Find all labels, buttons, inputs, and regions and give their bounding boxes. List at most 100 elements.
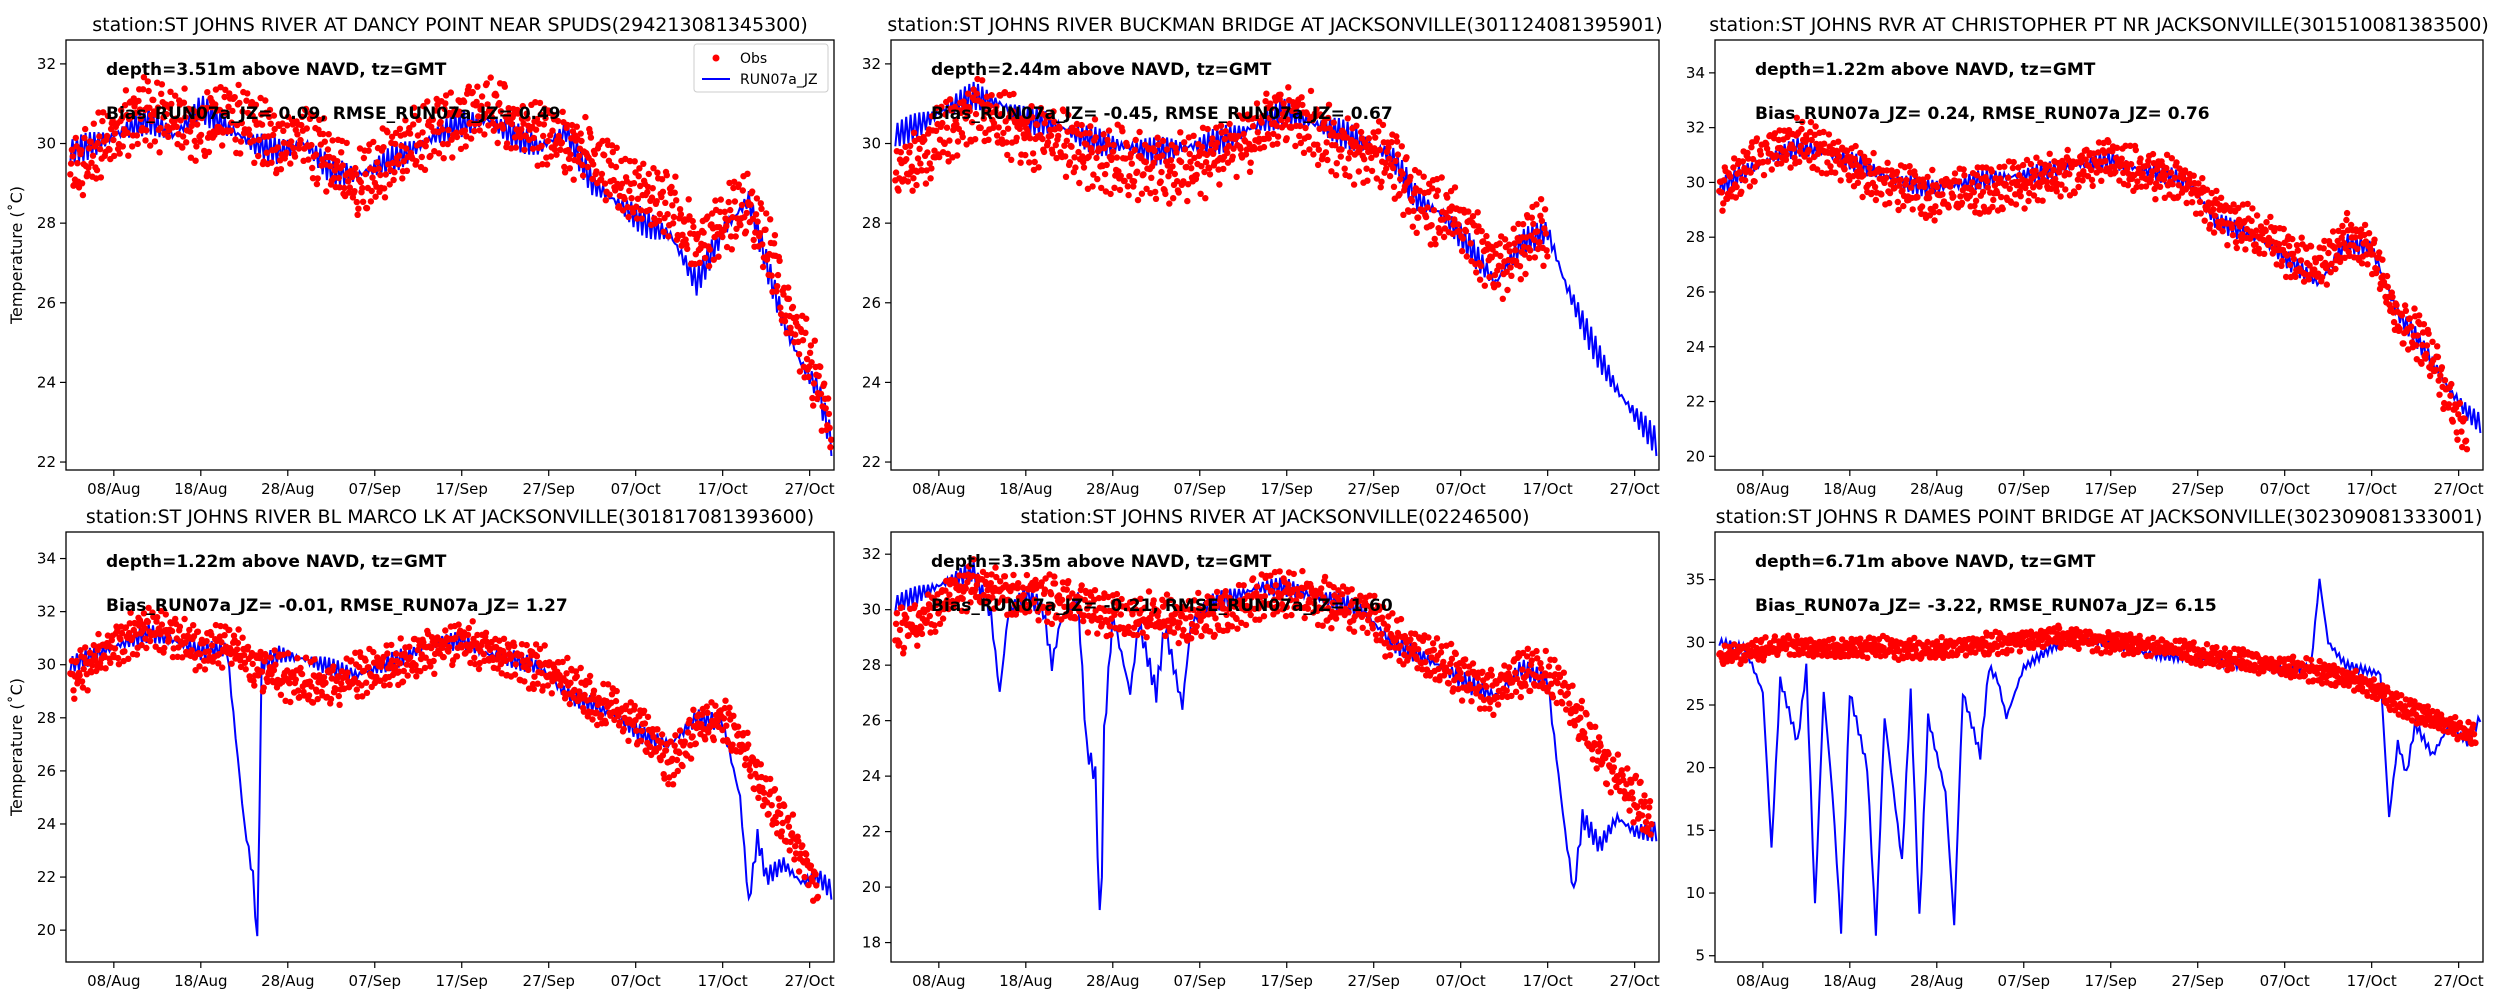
obs-point [1065, 578, 1072, 585]
obs-point [1210, 150, 1217, 157]
y-tick-label: 32 [1686, 119, 1705, 137]
obs-point [775, 795, 782, 802]
obs-point [277, 691, 285, 698]
obs-point [1528, 214, 1536, 221]
obs-point [1083, 605, 1091, 612]
obs-point [553, 151, 560, 158]
obs-point [2005, 158, 2013, 165]
obs-point [686, 213, 693, 220]
obs-point [1881, 179, 1888, 186]
obs-point [81, 134, 88, 142]
obs-point [1474, 674, 1481, 682]
obs-point [2436, 391, 2443, 398]
obs-point [2325, 249, 2332, 257]
obs-point [1062, 153, 1069, 160]
obs-point [129, 143, 136, 150]
obs-point [1437, 228, 1444, 235]
obs-point [1773, 152, 1780, 159]
obs-point [1872, 196, 1880, 204]
obs-point [126, 620, 133, 627]
obs-point [2213, 187, 2220, 195]
subplot-4: station:ST JOHNS RIVER BL MARCO LK AT JA… [7, 506, 835, 990]
obs-point [1035, 617, 1042, 624]
obs-point [76, 672, 83, 679]
obs-point [1543, 247, 1550, 254]
obs-point [646, 206, 653, 214]
obs-point [111, 130, 119, 137]
obs-point [2425, 330, 2432, 337]
obs-point [1736, 169, 1743, 176]
obs-point [795, 868, 803, 875]
obs-point [1297, 139, 1305, 147]
obs-point [1213, 603, 1220, 610]
obs-point [928, 113, 936, 120]
obs-point [967, 599, 974, 606]
obs-point [2169, 181, 2176, 188]
obs-point [314, 695, 321, 703]
obs-point [1945, 204, 1952, 211]
obs-point [262, 97, 269, 104]
obs-point [2320, 245, 2327, 252]
obs-point [1397, 642, 1404, 650]
obs-point [2058, 181, 2065, 188]
obs-point [1473, 228, 1481, 235]
obs-point [2323, 281, 2330, 288]
obs-point [2358, 260, 2366, 267]
obs-point [511, 671, 519, 678]
obs-point [1400, 211, 1407, 218]
obs-point [1929, 166, 1936, 174]
obs-point [270, 667, 278, 674]
obs-point [402, 117, 409, 124]
obs-point [2454, 436, 2461, 443]
obs-point [2462, 437, 2470, 444]
obs-point [118, 107, 125, 114]
obs-point [386, 181, 393, 188]
obs-point [1388, 139, 1395, 146]
obs-point [2449, 418, 2456, 425]
obs-point [749, 215, 757, 222]
obs-point [2249, 205, 2256, 212]
y-tick-label: 24 [1686, 338, 1705, 356]
obs-point [396, 660, 404, 667]
obs-point [2102, 157, 2109, 165]
obs-point [99, 117, 106, 125]
obs-point [370, 648, 377, 656]
obs-point [1318, 585, 1325, 592]
obs-point [799, 337, 807, 344]
obs-point [928, 165, 935, 172]
obs-point [1983, 177, 1991, 185]
obs-point [1169, 163, 1176, 170]
obs-point [102, 665, 109, 672]
obs-point [1162, 190, 1169, 198]
obs-point [1206, 171, 1214, 178]
obs-point [218, 639, 225, 646]
obs-point [684, 245, 691, 253]
obs-point [811, 337, 818, 344]
obs-point [532, 99, 539, 106]
obs-point [1522, 270, 1529, 278]
obs-point [1280, 100, 1287, 107]
axes-frame [65, 39, 835, 471]
obs-point [1170, 629, 1178, 636]
obs-point [2132, 146, 2139, 154]
obs-point [179, 144, 186, 151]
obs-point [1832, 169, 1839, 176]
obs-point [986, 102, 994, 110]
obs-point [521, 678, 528, 685]
obs-point [2261, 250, 2268, 257]
obs-point [1519, 666, 1526, 673]
obs-point [992, 564, 999, 571]
obs-point [77, 647, 84, 654]
obs-point [1090, 171, 1097, 178]
obs-point [2098, 177, 2105, 184]
obs-point [1634, 803, 1641, 810]
obs-point [1130, 178, 1138, 185]
obs-point [1361, 156, 1368, 163]
obs-point [809, 394, 816, 402]
x-tick-label: 08/Aug [87, 480, 140, 498]
obs-point [1177, 158, 1185, 166]
obs-point [1886, 189, 1894, 197]
depth-annotation: depth=1.22m above NAVD, tz=GMT [106, 552, 447, 572]
obs-point [670, 213, 678, 221]
obs-point [228, 660, 235, 667]
